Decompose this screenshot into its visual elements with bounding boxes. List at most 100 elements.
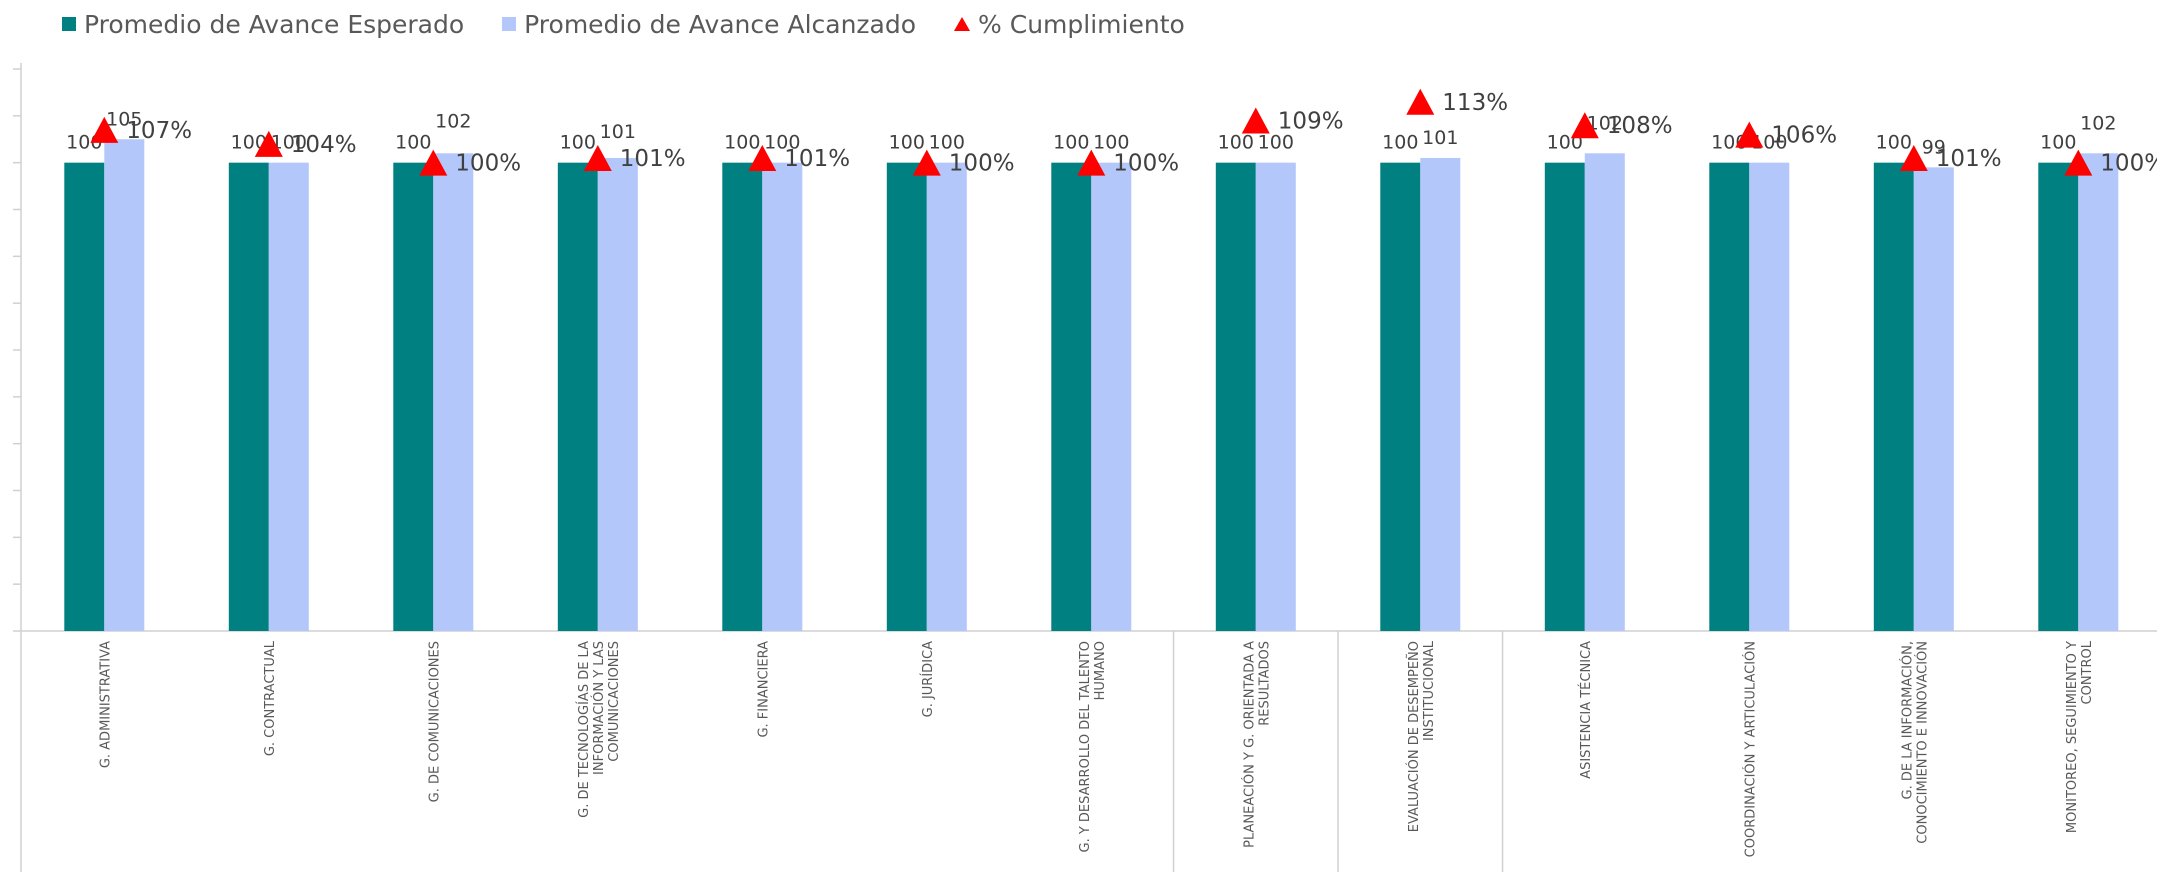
value-label-esperado-1: 100 xyxy=(231,132,267,154)
bar-alcanzado-0 xyxy=(104,139,145,631)
value-label-alcanzado-5: 100 xyxy=(929,132,965,154)
value-label-esperado-12: 100 xyxy=(2040,132,2076,154)
value-label-alcanzado-11: 99 xyxy=(1922,136,1946,158)
legend-item-esperado: Promedio de Avance Esperado xyxy=(62,10,464,39)
category-label-6-line-1: HUMANO xyxy=(1093,641,1108,700)
value-label-esperado-7: 100 xyxy=(1218,132,1254,154)
category-label-12-line-0: MONITOREO, SEGUIMIENTO Y xyxy=(2065,641,2080,833)
triangle-icon xyxy=(954,17,971,31)
legend-label-esperado: Promedio de Avance Esperado xyxy=(84,9,465,39)
value-label-alcanzado-2: 102 xyxy=(435,110,471,132)
bar-esperado-8 xyxy=(1380,162,1421,631)
value-label-alcanzado-9: 102 xyxy=(1587,112,1623,134)
value-label-cumplimiento-2: 100% xyxy=(455,151,521,177)
category-label-7: PLANEACIÓN Y G. ORIENTADA A RESULTADOS xyxy=(1241,641,1272,848)
category-label-3-line-2: COMUNICACIONES xyxy=(607,641,622,762)
marker-cumplimiento-1 xyxy=(254,130,283,157)
category-label-3-line-0: G. DE TECNOLOGÍAS DE LA xyxy=(576,641,592,818)
bar-esperado-10 xyxy=(1709,162,1750,631)
compliance-markers: 107% 104% 100% 101% 101% 100% 100% 109% 113% 108%… xyxy=(90,88,2157,177)
legend-item-cumplimiento: % Cumplimiento xyxy=(954,10,1185,39)
bar-alcanzado-10 xyxy=(1749,162,1790,631)
bar-alcanzado-4 xyxy=(762,162,803,631)
category-label-3-line-1: INFORMACIÓN Y LAS xyxy=(591,641,607,775)
category-label-4-line-0: G. FINANCIERA xyxy=(756,641,771,738)
legend-label-alcanzado: Promedio de Avance Alcanzado xyxy=(524,9,917,39)
category-label-1-line-0: G. CONTRACTUAL xyxy=(263,640,278,756)
value-label-esperado-4: 100 xyxy=(724,132,760,154)
value-label-alcanzado-10: 100 xyxy=(1751,132,1787,154)
bars xyxy=(64,139,2119,632)
marker-cumplimiento-0 xyxy=(90,116,119,143)
bar-alcanzado-8 xyxy=(1420,157,1461,631)
marker-cumplimiento-4 xyxy=(748,144,777,171)
bar-esperado-6 xyxy=(1051,162,1092,631)
value-label-alcanzado-4: 100 xyxy=(764,132,800,154)
bar-esperado-4 xyxy=(722,162,763,631)
marker-cumplimiento-11 xyxy=(1899,144,1928,171)
bar-alcanzado-5 xyxy=(926,162,967,631)
value-label-cumplimiento-4: 101% xyxy=(784,146,850,172)
category-label-7-line-0: PLANEACIÓN Y G. ORIENTADA A xyxy=(1241,641,1257,848)
value-label-esperado-6: 100 xyxy=(1053,132,1089,154)
bar-alcanzado-1 xyxy=(268,162,309,631)
category-label-6: G. Y DESARROLLO DEL TALENTO HUMANO xyxy=(1078,641,1108,853)
value-label-alcanzado-1: 100 xyxy=(271,132,307,154)
category-separators xyxy=(1172,631,1504,872)
category-label-9: ASISTENCIA TÉCNICA xyxy=(1578,641,1594,779)
category-label-12-line-1: CONTROL xyxy=(2080,640,2095,704)
value-label-esperado-0: 100 xyxy=(66,132,102,154)
bar-esperado-12 xyxy=(2038,162,2079,631)
category-label-8: EVALUACIÓN DE DESEMPEÑO INSTITUCIONAL xyxy=(1406,640,1437,832)
legend-swatch-esperado xyxy=(62,17,76,31)
value-label-esperado-3: 100 xyxy=(560,132,596,154)
bar-esperado-3 xyxy=(557,162,598,631)
value-label-esperado-5: 100 xyxy=(889,132,925,154)
marker-cumplimiento-6 xyxy=(1077,149,1106,176)
category-label-1: G. CONTRACTUAL xyxy=(263,640,278,756)
marker-cumplimiento-10 xyxy=(1735,121,1764,148)
category-label-5: G. JURÍDICA xyxy=(920,641,936,717)
value-label-cumplimiento-3: 101% xyxy=(620,146,686,172)
bar-alcanzado-9 xyxy=(1584,153,1625,632)
bar-esperado-9 xyxy=(1544,162,1585,631)
marker-cumplimiento-8 xyxy=(1406,88,1435,115)
value-label-alcanzado-7: 100 xyxy=(1258,132,1294,154)
legend-swatch-alcanzado xyxy=(502,17,517,31)
marker-cumplimiento-9 xyxy=(1570,112,1599,139)
bar-esperado-0 xyxy=(64,162,105,631)
legend-item-alcanzado: Promedio de Avance Alcanzado xyxy=(502,10,916,39)
legend-label-cumplimiento: % Cumplimiento xyxy=(978,9,1185,39)
value-label-esperado-10: 100 xyxy=(1711,132,1747,154)
bar-alcanzado-7 xyxy=(1255,162,1296,631)
bar-alcanzado-6 xyxy=(1091,162,1132,631)
marker-cumplimiento-3 xyxy=(583,144,612,171)
bar-alcanzado-3 xyxy=(597,157,638,631)
category-label-11-line-0: G. DE LA INFORMACIÓN, xyxy=(1899,641,1915,799)
category-label-0-line-0: G. ADMINISTRATIVA xyxy=(98,641,113,768)
value-label-alcanzado-12: 102 xyxy=(2080,112,2116,134)
marker-cumplimiento-12 xyxy=(2064,149,2093,176)
value-label-cumplimiento-0: 107% xyxy=(126,118,192,144)
value-label-esperado-2: 100 xyxy=(395,132,431,154)
value-label-cumplimiento-5: 100% xyxy=(949,151,1015,177)
marker-cumplimiento-7 xyxy=(1241,107,1270,134)
category-label-2: G. DE COMUNICACIONES xyxy=(427,641,442,802)
value-label-cumplimiento-12: 100% xyxy=(2100,151,2157,177)
value-label-cumplimiento-8: 113% xyxy=(1442,90,1508,116)
value-label-cumplimiento-6: 100% xyxy=(1113,151,1179,177)
bar-alcanzado-11 xyxy=(1913,167,1954,631)
category-label-6-line-0: G. Y DESARROLLO DEL TALENTO xyxy=(1078,641,1093,853)
category-label-5-line-0: G. JURÍDICA xyxy=(920,641,936,717)
category-label-9-line-0: ASISTENCIA TÉCNICA xyxy=(1578,641,1594,779)
bar-alcanzado-12 xyxy=(2078,153,2119,632)
bar-esperado-7 xyxy=(1215,162,1256,631)
bar-alcanzado-2 xyxy=(433,153,474,632)
category-labels: G. ADMINISTRATIVA G. CONTRACTUAL G. DE COM… xyxy=(98,640,2095,857)
category-label-2-line-0: G. DE COMUNICACIONES xyxy=(427,641,442,802)
category-label-3: G. DE TECNOLOGÍAS DE LA INFORMACIÓN Y LAS… xyxy=(576,641,622,818)
category-label-7-line-1: RESULTADOS xyxy=(1257,641,1272,726)
category-label-0: G. ADMINISTRATIVA xyxy=(98,641,113,768)
